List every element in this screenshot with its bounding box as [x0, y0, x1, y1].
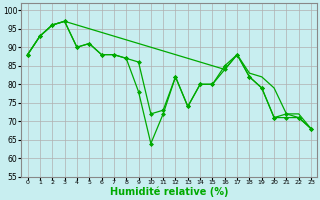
X-axis label: Humidité relative (%): Humidité relative (%)	[110, 187, 228, 197]
